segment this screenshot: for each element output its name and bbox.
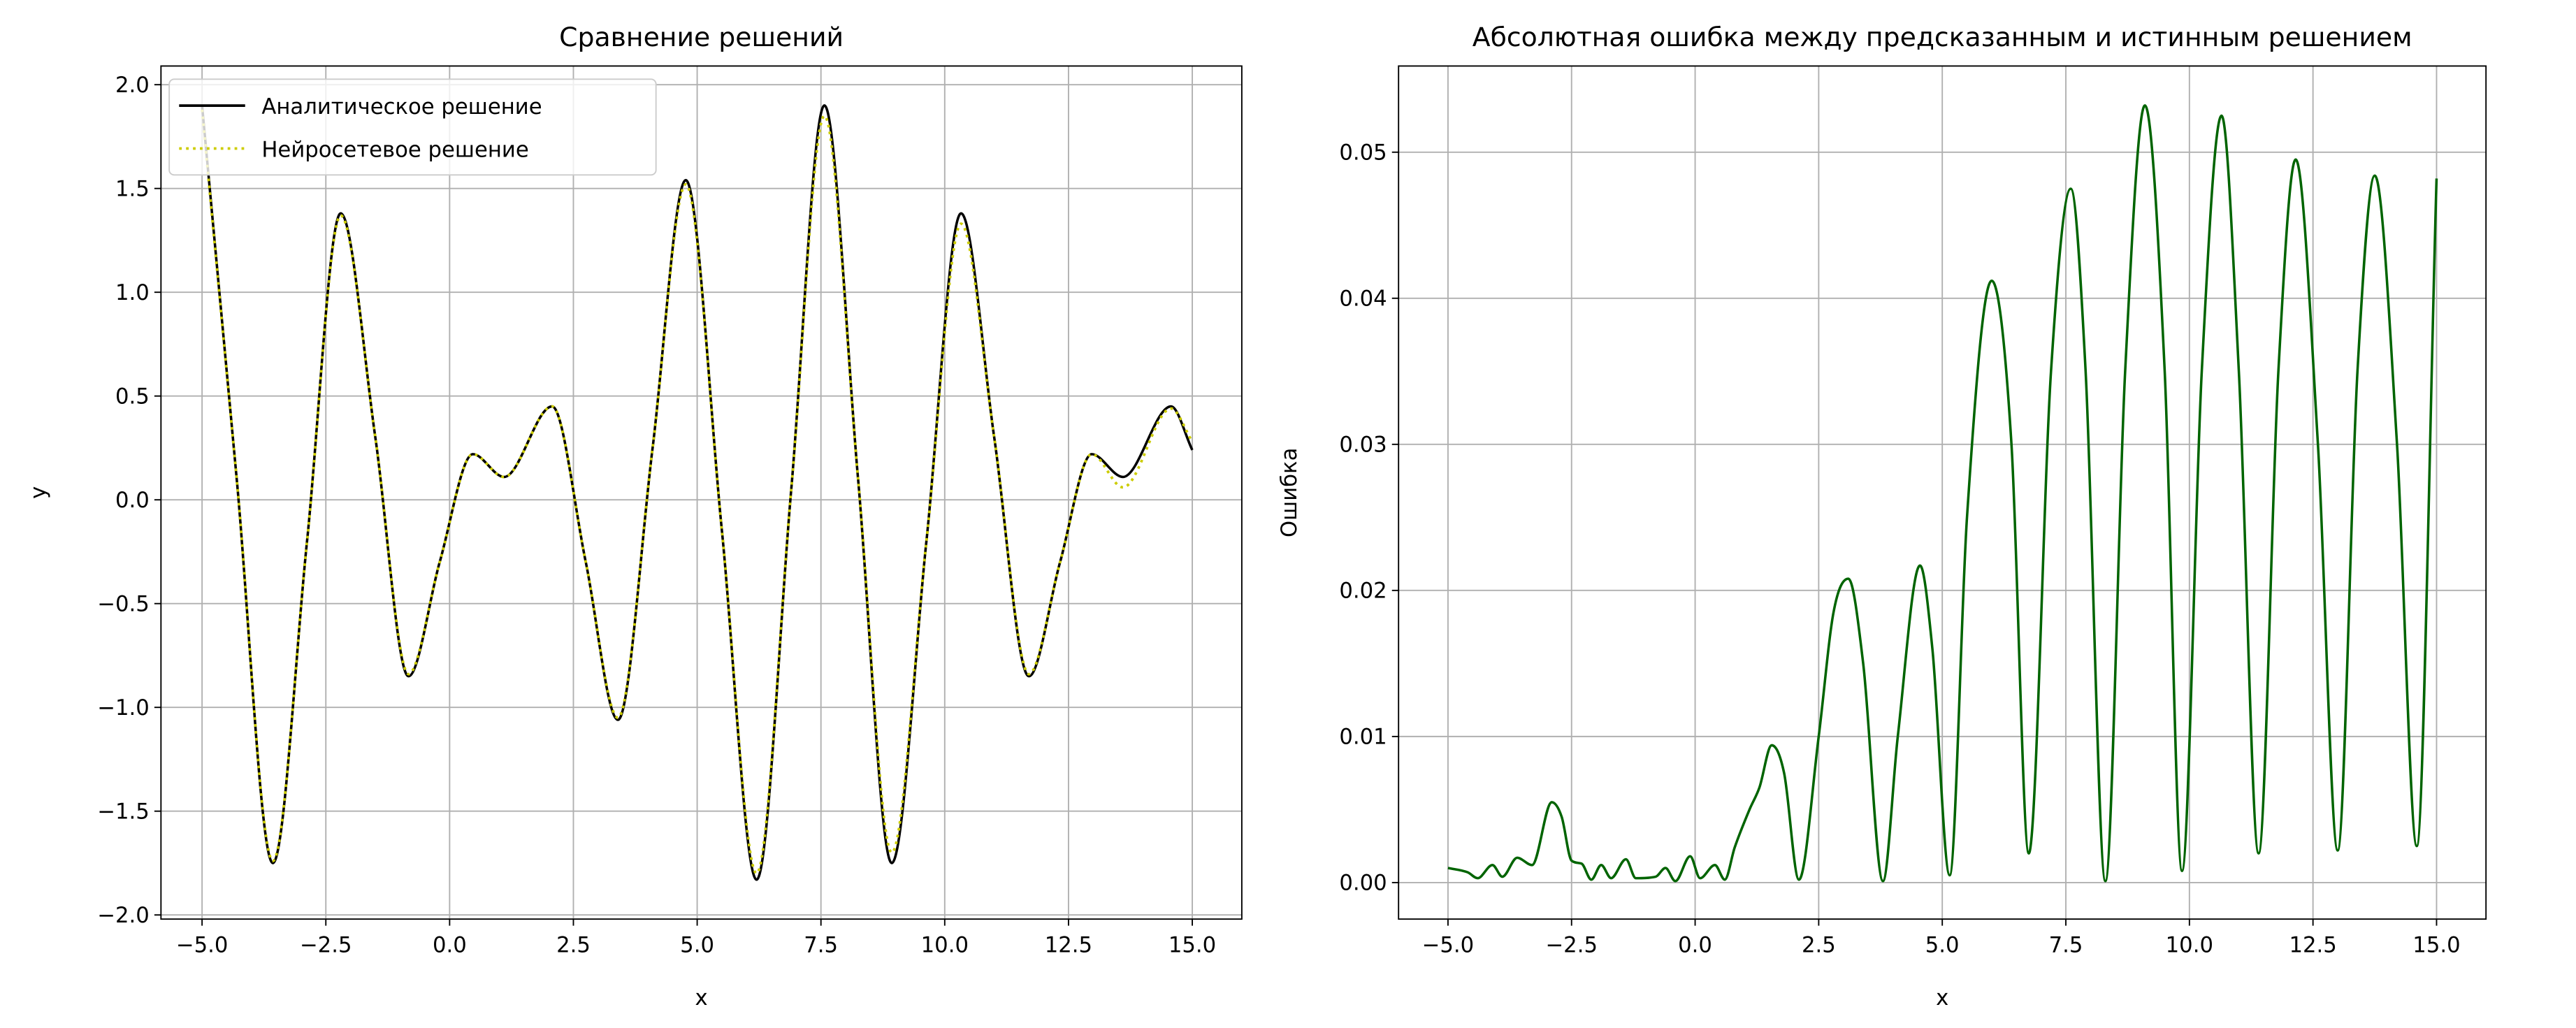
y-tick-label: 1.5 bbox=[115, 177, 150, 201]
y-tick-label: 0.04 bbox=[1339, 287, 1387, 311]
x-tick-label: 2.5 bbox=[556, 933, 591, 957]
y-tick-label: 0.5 bbox=[115, 384, 150, 409]
y-tick-label: 0.03 bbox=[1339, 433, 1387, 457]
y-tick-label: 1.0 bbox=[115, 281, 150, 305]
legend-box bbox=[168, 78, 657, 176]
x-tick-label: −5.0 bbox=[1422, 933, 1475, 957]
x-axis-label: x bbox=[695, 986, 708, 1011]
x-tick-label: 7.5 bbox=[804, 933, 838, 957]
y-tick-label: 2.0 bbox=[115, 73, 150, 98]
x-tick-label: 0.0 bbox=[1678, 933, 1712, 957]
x-axis-label: x bbox=[1936, 986, 1948, 1011]
plot-area bbox=[161, 66, 1242, 920]
data-line bbox=[201, 109, 1194, 875]
x-tick-label: 2.5 bbox=[1802, 933, 1836, 957]
x-tick-label: 12.5 bbox=[1045, 933, 1092, 957]
x-tick-label: −2.5 bbox=[300, 933, 352, 957]
y-tick-label: 0.0 bbox=[115, 488, 150, 513]
y-tick-label: 0.01 bbox=[1339, 725, 1387, 750]
y-tick-label: −2.0 bbox=[97, 904, 150, 928]
x-tick-label: 15.0 bbox=[1168, 933, 1216, 957]
y-axis-label: y bbox=[27, 486, 51, 499]
x-tick-label: 0.0 bbox=[433, 933, 467, 957]
x-tick-label: 5.0 bbox=[1925, 933, 1960, 957]
y-tick-label: 0.02 bbox=[1339, 579, 1387, 603]
y-tick-label: −1.0 bbox=[97, 696, 150, 721]
y-tick-label: 0.00 bbox=[1339, 871, 1387, 896]
x-tick-label: 12.5 bbox=[2289, 933, 2336, 957]
x-tick-label: 15.0 bbox=[2412, 933, 2460, 957]
x-tick-label: 5.0 bbox=[680, 933, 714, 957]
x-tick-label: 10.0 bbox=[921, 933, 969, 957]
y-axis-label: Ошибка bbox=[1278, 448, 1302, 537]
data-line bbox=[1447, 104, 2438, 883]
chart-title: Сравнение решений bbox=[559, 22, 844, 52]
axes-frame bbox=[160, 65, 1243, 920]
y-tick-label: −1.5 bbox=[97, 799, 150, 824]
chart-title: Абсолютная ошибка между предсказанным и … bbox=[1472, 22, 2412, 52]
x-tick-label: 7.5 bbox=[2049, 933, 2083, 957]
x-tick-label: −2.5 bbox=[1545, 933, 1598, 957]
axes-frame bbox=[1398, 65, 2487, 920]
x-tick-label: −5.0 bbox=[176, 933, 229, 957]
y-tick-label: −0.5 bbox=[97, 592, 150, 616]
y-tick-label: 0.05 bbox=[1339, 140, 1387, 165]
legend-label: Аналитическое решение bbox=[261, 95, 542, 120]
data-line bbox=[201, 104, 1194, 881]
legend-label: Нейросетевое решение bbox=[261, 138, 528, 162]
x-tick-label: 10.0 bbox=[2166, 933, 2213, 957]
